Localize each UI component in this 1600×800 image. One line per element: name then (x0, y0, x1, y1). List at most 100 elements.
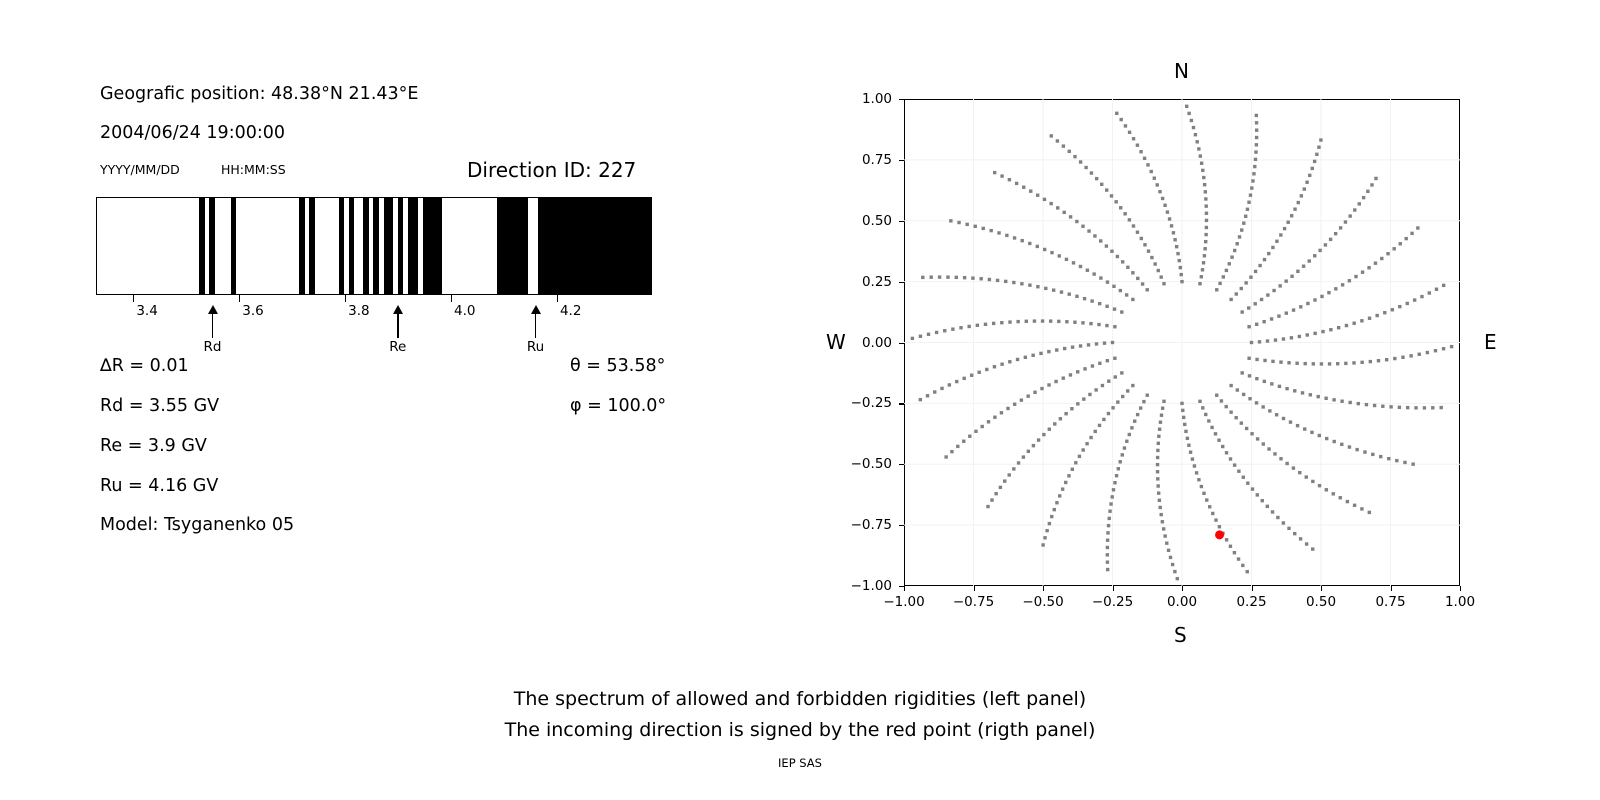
scatter-point (1181, 408, 1185, 413)
y-tick-mark (899, 525, 904, 527)
scatter-point (994, 491, 998, 496)
scatter-point (1303, 361, 1307, 366)
scatter-point (1387, 456, 1391, 461)
scatter-point (1183, 422, 1187, 427)
scatter-point (1122, 446, 1127, 450)
scatter-point (1064, 411, 1068, 416)
scatter-point (1352, 503, 1357, 507)
scatter-point (974, 429, 978, 433)
scatter-point (1157, 498, 1162, 503)
scatter-point (1417, 352, 1421, 356)
scatter-point (1316, 394, 1320, 399)
scatter-point (1449, 344, 1454, 349)
scatter-point (1357, 202, 1361, 206)
scatter-point (1020, 238, 1024, 243)
scatter-point (1327, 362, 1332, 366)
scatter-point (1170, 562, 1175, 567)
param-delta-r: ∆R = 0.01 (100, 356, 189, 376)
y-tick-label: 0.75 (861, 151, 892, 168)
param-re: Re = 3.9 GV (100, 436, 207, 456)
scatter-point (1397, 405, 1402, 410)
scatter-point (1098, 361, 1102, 365)
scatter-point (998, 485, 1003, 490)
scatter-point (1411, 462, 1415, 466)
y-tick-label: −0.50 (850, 456, 892, 473)
scatter-point (1381, 404, 1385, 408)
scatter-point (1224, 538, 1229, 542)
scatter-point (1156, 448, 1160, 453)
scatter-point (1360, 507, 1364, 511)
scatter-point (933, 390, 937, 394)
scatter-point (944, 455, 948, 459)
scatter-point (1012, 467, 1016, 471)
scatter-point (1271, 359, 1275, 364)
scatter-point (1255, 376, 1259, 381)
scatter-point (934, 330, 939, 335)
x-tick-label: −1.00 (883, 594, 925, 610)
scatter-point (1029, 189, 1033, 193)
scatter-point (1259, 297, 1264, 302)
scatter-point (1016, 319, 1020, 324)
scatter-point (1255, 437, 1260, 441)
scatter-point (1049, 134, 1053, 138)
scatter-point (1195, 140, 1199, 144)
scatter-point (1070, 407, 1074, 411)
scatter-point (1308, 393, 1313, 397)
scatter-point (1178, 265, 1183, 270)
scatter-point (1160, 196, 1165, 201)
scatter-point (1085, 442, 1089, 446)
scatter-point (1097, 423, 1102, 428)
scatter-point (1107, 516, 1111, 521)
scatter-point (1156, 441, 1160, 446)
scatter-point (1019, 398, 1024, 402)
scatter-point (1081, 448, 1085, 452)
scatter-point (1373, 261, 1378, 265)
scatter-point (1204, 197, 1208, 201)
scatter-point (977, 370, 981, 374)
param-rd: Rd = 3.55 GV (100, 396, 220, 416)
scatter-point (1285, 461, 1289, 466)
scatter-point (1403, 460, 1407, 465)
scatter-point (1261, 442, 1265, 446)
scatter-point (1173, 238, 1177, 242)
scatter-point (1050, 514, 1054, 519)
scatter-point (1255, 493, 1259, 497)
scatter-point (1304, 475, 1308, 479)
scatter-point (1267, 447, 1271, 451)
scatter-point (1224, 404, 1228, 409)
scatter-point (1307, 259, 1311, 263)
scatter-point (1363, 450, 1367, 454)
scatter-point (1077, 454, 1082, 459)
forbidden-band (497, 197, 528, 295)
scatter-point (1105, 280, 1110, 284)
x-tick-label: −0.25 (1091, 594, 1134, 610)
scatter-point (1008, 360, 1012, 364)
scatter-point (1081, 321, 1085, 325)
scatter-point (1289, 214, 1294, 218)
y-tick-mark (899, 281, 904, 283)
incoming-direction-point (1215, 530, 1225, 540)
spectrum-tick-mark (238, 295, 241, 302)
scatter-point (1405, 405, 1410, 410)
scatter-point (1367, 316, 1372, 320)
scatter-point (1068, 215, 1073, 219)
scatter-point (1328, 237, 1333, 242)
scatter-point (1090, 364, 1095, 368)
scatter-point (1105, 188, 1109, 192)
scatter-point (1202, 491, 1206, 496)
scatter-point (1331, 492, 1335, 496)
scatter-point (992, 365, 997, 369)
arrow-up-icon (530, 305, 541, 314)
scatter-point (1058, 494, 1062, 498)
scatter-point (1032, 319, 1037, 323)
scatter-point (1110, 340, 1115, 345)
scatter-point (1291, 308, 1296, 312)
x-tick-mark (1321, 586, 1323, 591)
scatter-point (1287, 361, 1291, 365)
scatter-point (1073, 154, 1077, 159)
scatter-point (1114, 200, 1118, 204)
scatter-point (1306, 301, 1310, 306)
y-tick-label: −0.75 (850, 517, 892, 534)
scatter-point (1272, 288, 1276, 293)
scatter-point (1242, 221, 1246, 225)
